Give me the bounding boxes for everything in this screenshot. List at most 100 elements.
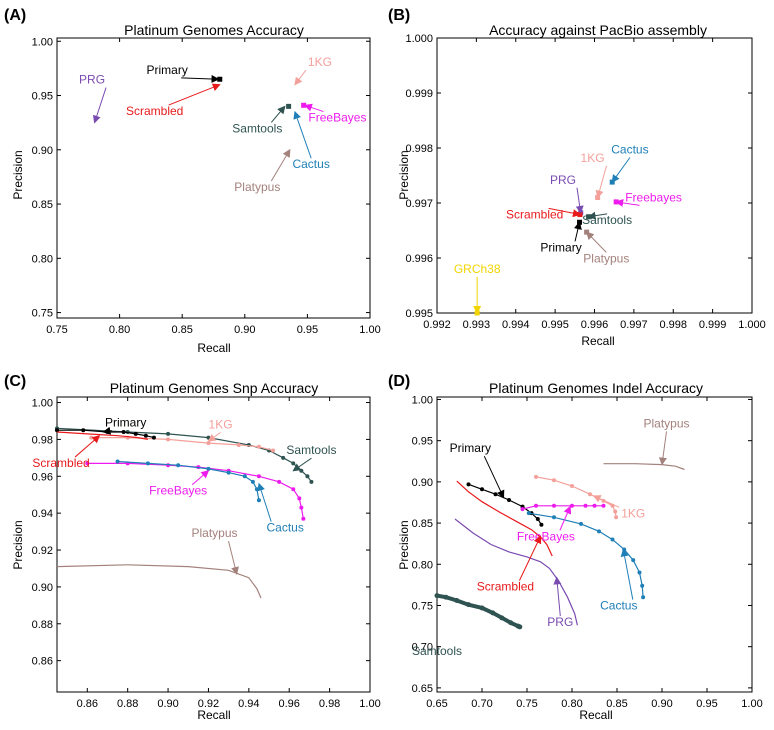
panel-c-point-primary (133, 431, 138, 436)
panel-a-xlabel: Recall (197, 341, 230, 355)
panel-a-arrow-scrambled (168, 83, 221, 106)
panel-d-point-samtools (508, 620, 514, 626)
panel-b-xtick-label: 0.997 (620, 319, 648, 331)
panel-b-ylabel: Precision (397, 150, 411, 199)
panel-d-ytick-label: 0.75 (412, 600, 433, 612)
panel-a-plot: 0.75 0.80 0.85 0.90 0.95 1.00 0.75 0.80 0.85 0.90… (32, 36, 381, 336)
panel-d-point-1kg (614, 515, 619, 520)
panel-c-point-primary (81, 428, 86, 433)
panel-d-ylabel: Precision (397, 520, 411, 569)
panel-a-annotation-samtools: Samtools (232, 121, 282, 135)
panel-b-annotation-scrambled: Scrambled (506, 207, 563, 221)
panel-b-annotation-freebayes: Freebayes (625, 190, 682, 204)
panel-c-ytick-label: 0.86 (32, 656, 53, 668)
panel-d-ytick-label: 0.85 (412, 518, 433, 530)
panel-d-arrow-primary (483, 455, 505, 499)
panel-b-ytick-label: 0.996 (405, 253, 433, 265)
panel-b-annotation-prg: PRG (550, 173, 576, 187)
panel-d-point-samtools (490, 610, 496, 616)
panel-c-annotation-primary: Primary (105, 416, 146, 430)
panel-c-series-samtools (56, 427, 312, 483)
panel-d-point-samtools (434, 593, 440, 599)
panel-d-point-1kg (613, 509, 618, 514)
panel-c-xlabel: Recall (197, 708, 230, 722)
panel-d-xtick-label: 0.85 (606, 698, 627, 710)
panel-d-point-cactus (637, 570, 642, 575)
panel-d-ytick-label: 1.00 (412, 394, 433, 406)
panel-c-ytick-label: 0.98 (32, 434, 53, 446)
panel-c-point-cactus (254, 487, 259, 492)
panel-d-point-freebayes (570, 503, 574, 508)
panel-c-ytick-label: 0.92 (32, 545, 53, 557)
panel-d-xtick-label: 0.70 (471, 698, 492, 710)
panel-d-point-samtools (454, 598, 460, 604)
panel-c-point-samtools (309, 479, 314, 484)
panel-b-title: Accuracy against PacBio assembly (489, 22, 707, 38)
panel-d-xtick-label: 0.65 (426, 698, 447, 710)
panel-d-point-samtools (466, 602, 471, 608)
panel-c-point-cactus (176, 463, 181, 468)
panel-c-xtick-label: 0.98 (319, 698, 340, 710)
panel-c-ytick-label: 0.96 (32, 471, 53, 483)
panel-c-arrow-primary (102, 426, 112, 435)
panel-a-point-primary (217, 76, 223, 82)
panel-d-point-freebayes (534, 503, 538, 508)
panel-a-arrow-1kg (294, 69, 307, 86)
panel-c-xtick-label: 0.96 (279, 698, 300, 710)
panel-a-label: (A) (4, 7, 26, 24)
panel-a-ytick-label: 0.90 (32, 145, 53, 157)
panel-a-ytick-label: 0.75 (32, 308, 53, 320)
panel-a-arrow-prg (92, 87, 107, 124)
panel-a-xtick-label: 0.80 (109, 324, 130, 336)
panel-d-point-1kg (552, 478, 556, 483)
panel-c-arrow-freebayes (191, 470, 210, 486)
panel-d-point-primary (480, 487, 484, 492)
panel-d-series-samtools (436, 593, 521, 629)
panel-d-point-primary (535, 516, 540, 521)
panel-b-arrow-freebayes (615, 198, 640, 207)
panel-d-ytick-label: 0.95 (412, 436, 433, 448)
panel-c-annotation-platypus: Platypus (191, 526, 237, 540)
panel-a-arrow-primary (181, 74, 220, 83)
panel-d-point-cactus (526, 511, 531, 516)
panel-c-arrow-samtools (292, 457, 312, 472)
panel-d-point-freebayes (520, 507, 525, 512)
panel-d-point-samtools (499, 615, 505, 621)
panel-c-point-cactus (250, 479, 255, 484)
panel-b-plot: 0.992 0.993 0.994 0.995 0.996 0.997 0.998 0.999… (405, 33, 765, 331)
panel-b-xtick-label: 0.993 (463, 319, 491, 331)
panel-d-annotation-prg: PRG (547, 615, 573, 629)
panel-c-point-samtools (291, 461, 296, 466)
panel-c-xtick-label: 0.94 (238, 698, 259, 710)
panel-b-xtick-label: 0.995 (541, 319, 569, 331)
panel-d-point-cactus (610, 537, 615, 542)
panel-c-annotation-samtools: Samtools (286, 443, 336, 457)
panel-d-point-primary (493, 492, 498, 497)
panel-b-label: (B) (388, 7, 410, 24)
panel-b-xtick-label: 0.992 (423, 319, 451, 331)
panel-c-ylabel: Precision (11, 520, 25, 569)
panel-d-arrow-cactus (620, 548, 634, 600)
panel-d-point-samtools (517, 624, 523, 630)
panel-d-annotation-cactus: Cactus (600, 599, 637, 613)
panel-c-point-1kg (166, 437, 171, 442)
panel-b-ytick-label: 1.000 (405, 33, 433, 45)
panel-c-point-freebayes (256, 474, 261, 479)
panel-d-point-samtools (443, 594, 449, 600)
panel-c-ytick-label: 0.90 (32, 582, 53, 594)
panel-b-arrow-cactus (611, 157, 631, 183)
panel-d-point-cactus (579, 521, 583, 526)
panel-c-annotation-scrambled: Scrambled (32, 456, 89, 470)
panel-d-point-1kg (588, 492, 592, 497)
panel-b-xtick-label: 0.996 (581, 319, 609, 331)
panel-c-ytick-label: 0.94 (32, 508, 53, 520)
panel-c-point-freebayes (297, 496, 302, 501)
panel-b-xtick-label: 0.998 (659, 319, 687, 331)
panel-a-arrow-cactus (293, 110, 312, 159)
panel-c-point-1kg (89, 435, 94, 440)
panel-c-point-1kg (206, 441, 211, 446)
panel-d-point-cactus (597, 529, 601, 534)
panel-a-ytick-label: 0.85 (32, 199, 53, 211)
panel-c-ytick-label: 0.88 (32, 619, 53, 631)
panel-d-label: (D) (388, 373, 410, 390)
